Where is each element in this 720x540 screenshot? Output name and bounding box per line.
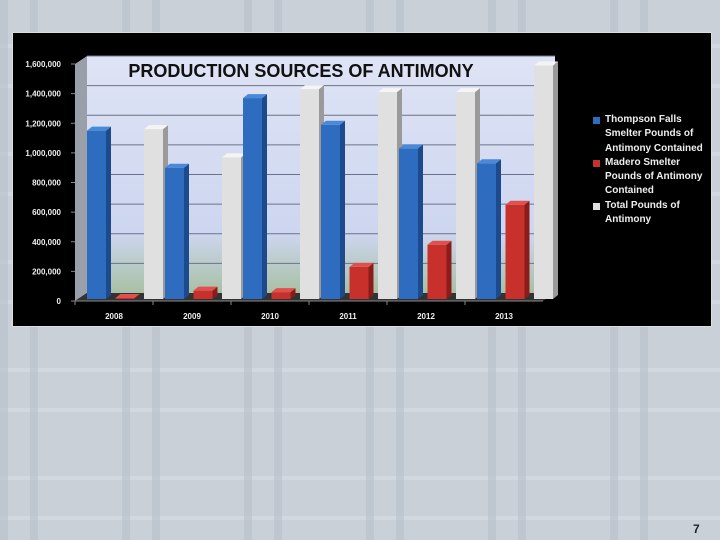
bar-side <box>418 144 423 299</box>
y-tick-label: 0 <box>57 297 62 306</box>
legend-item-thompson: Thompson Falls Smelter Pounds of Antimon… <box>591 113 716 156</box>
x-tick-label: 2010 <box>261 312 279 321</box>
bar-top <box>349 262 374 267</box>
bar-top <box>378 88 402 93</box>
bar <box>321 124 340 299</box>
antimony-chart: 0 200,000 400,000 600,000 800,000 1,000,000 1,… <box>12 32 712 327</box>
bar-top <box>193 286 218 291</box>
bar-top <box>87 126 111 131</box>
bar-side <box>184 163 189 299</box>
bar <box>349 266 369 299</box>
bar-top <box>477 159 501 164</box>
bar <box>115 298 135 299</box>
bar-top <box>271 288 296 293</box>
y-tick-label: 400,000 <box>32 238 61 247</box>
bar-top <box>321 120 345 125</box>
legend-label: Total Pounds of Antimony <box>605 199 680 226</box>
bar-top <box>165 163 189 168</box>
bar-top <box>115 294 140 299</box>
bar-top <box>243 94 267 99</box>
bar <box>300 89 319 300</box>
bar-side <box>553 61 558 300</box>
y-tick-label: 600,000 <box>32 208 61 217</box>
bar-top <box>427 240 452 245</box>
bar <box>427 244 447 299</box>
bar-top <box>144 125 168 130</box>
bar-side <box>524 200 530 299</box>
bar <box>165 167 184 299</box>
bar <box>87 130 106 299</box>
bar-top <box>534 61 558 66</box>
bar-side <box>446 240 452 299</box>
y-tick-label: 1,200,000 <box>25 119 61 128</box>
legend-item-madero: Madero Smelter Pounds of Antimony Contai… <box>591 156 716 199</box>
x-tick-label: 2008 <box>105 312 123 321</box>
bar-side <box>340 120 345 299</box>
legend-swatch <box>593 117 600 124</box>
bar-top <box>399 144 423 149</box>
bar-top <box>505 200 530 205</box>
y-tick-label: 200,000 <box>32 267 61 276</box>
side-wall <box>75 56 87 301</box>
bar-top <box>300 85 324 90</box>
y-tick-label: 800,000 <box>32 179 61 188</box>
legend-swatch <box>593 202 600 210</box>
x-tick-label: 2009 <box>183 312 201 321</box>
x-tick-label: 2011 <box>339 312 357 321</box>
bar-side <box>290 288 296 299</box>
bar-side <box>262 94 267 299</box>
chart-title: PRODUCTION SOURCES OF ANTIMONY <box>128 61 473 81</box>
y-tick-label: 1,400,000 <box>25 90 61 99</box>
bar-side <box>212 286 218 299</box>
bar-top <box>456 88 480 93</box>
bar-side <box>368 262 374 299</box>
bar-top <box>222 153 246 158</box>
page-number: 7 <box>693 522 700 536</box>
bar-side <box>106 126 111 299</box>
x-tick-label: 2013 <box>495 312 513 321</box>
chart-legend: Thompson Falls Smelter Pounds of Antimon… <box>591 113 716 227</box>
bar <box>534 65 553 299</box>
bar <box>243 98 262 299</box>
y-tick-label: 1,600,000 <box>25 60 61 69</box>
bar-side <box>496 159 501 299</box>
bar-side <box>134 294 140 299</box>
legend-item-total: Total Pounds of Antimony <box>591 199 716 228</box>
bar <box>399 148 418 299</box>
x-tick-label: 2012 <box>417 312 435 321</box>
chart-svg: 0 200,000 400,000 600,000 800,000 1,000,000 1,… <box>25 55 558 321</box>
y-tick-label: 1,000,000 <box>25 149 61 158</box>
bar <box>477 163 496 299</box>
bar <box>456 92 475 299</box>
legend-label: Thompson Falls Smelter Pounds of Antimon… <box>605 114 703 154</box>
legend-swatch <box>593 159 600 167</box>
legend-label: Madero Smelter Pounds of Antimony Contai… <box>605 156 703 197</box>
bar <box>144 129 163 299</box>
bar <box>222 157 241 299</box>
bar <box>193 290 213 299</box>
bar <box>271 292 291 299</box>
bar <box>378 92 397 299</box>
bar <box>505 204 525 299</box>
